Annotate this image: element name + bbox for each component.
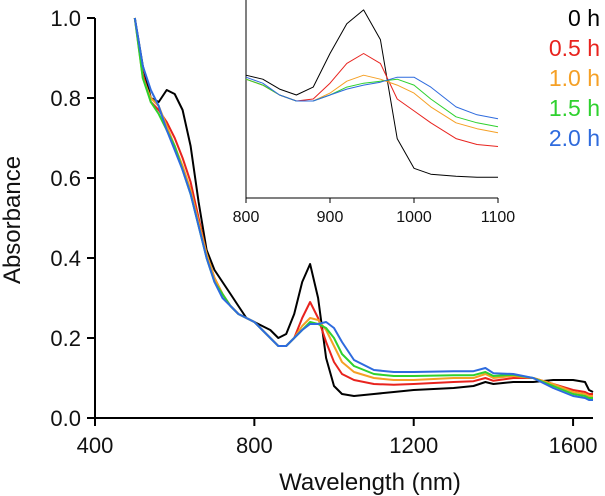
main-x-tick-label-1: 800	[236, 433, 273, 458]
inset-x-ticks: 800 900 1000 1100	[233, 198, 516, 226]
main-series-line-2	[133, 17, 593, 397]
inset-series-line-0	[245, 9, 498, 178]
main-series-line-0	[133, 17, 594, 397]
main-y-tick-label-0: 0.0	[50, 406, 81, 431]
inset-series-group	[245, 9, 499, 178]
main-y-tick-label-4: 0.8	[50, 86, 81, 111]
main-plot-area: 400 800 1200 1600 0.0 0.2 0.4 0.6 0.8 1.0 Wavele…	[0, 6, 598, 496]
main-y-ticks: 0.0 0.2 0.4 0.6 0.8 1.0	[50, 6, 95, 431]
legend-label-3: 1.5 h	[549, 95, 600, 121]
main-series-line-4	[133, 17, 593, 401]
x-axis-title: Wavelength (nm)	[279, 469, 461, 496]
legend-label-4: 2.0 h	[549, 125, 600, 151]
inset-x-tick-label-3: 1100	[481, 209, 516, 226]
legend-label-2: 1.0 h	[549, 65, 600, 91]
main-y-tick-label-3: 0.6	[50, 166, 81, 191]
legend: 0 h 0.5 h 1.0 h 1.5 h 2.0 h	[549, 5, 600, 151]
main-y-tick-label-2: 0.4	[50, 246, 81, 271]
main-x-ticks: 400 800 1200 1600	[77, 418, 598, 458]
main-x-tick-label-3: 1600	[549, 433, 598, 458]
inset-x-tick-label-2: 1000	[396, 209, 432, 226]
inset-background	[246, 0, 498, 200]
y-axis-title: Absorbance	[0, 156, 26, 284]
main-series-line-1	[133, 17, 593, 395]
legend-label-1: 0.5 h	[549, 35, 600, 61]
main-x-tick-label-2: 1200	[389, 433, 438, 458]
legend-label-0: 0 h	[568, 5, 600, 31]
main-x-tick-label-0: 400	[77, 433, 114, 458]
inset-series-line-4	[245, 76, 499, 120]
inset-x-tick-label-1: 900	[317, 209, 344, 226]
inset-plot-area: 800 900 1000 1100	[233, 0, 516, 226]
inset-x-tick-label-0: 800	[233, 209, 260, 226]
main-series-group	[133, 17, 594, 401]
main-y-tick-label-1: 0.2	[50, 326, 81, 351]
main-y-tick-label-5: 1.0	[50, 6, 81, 31]
